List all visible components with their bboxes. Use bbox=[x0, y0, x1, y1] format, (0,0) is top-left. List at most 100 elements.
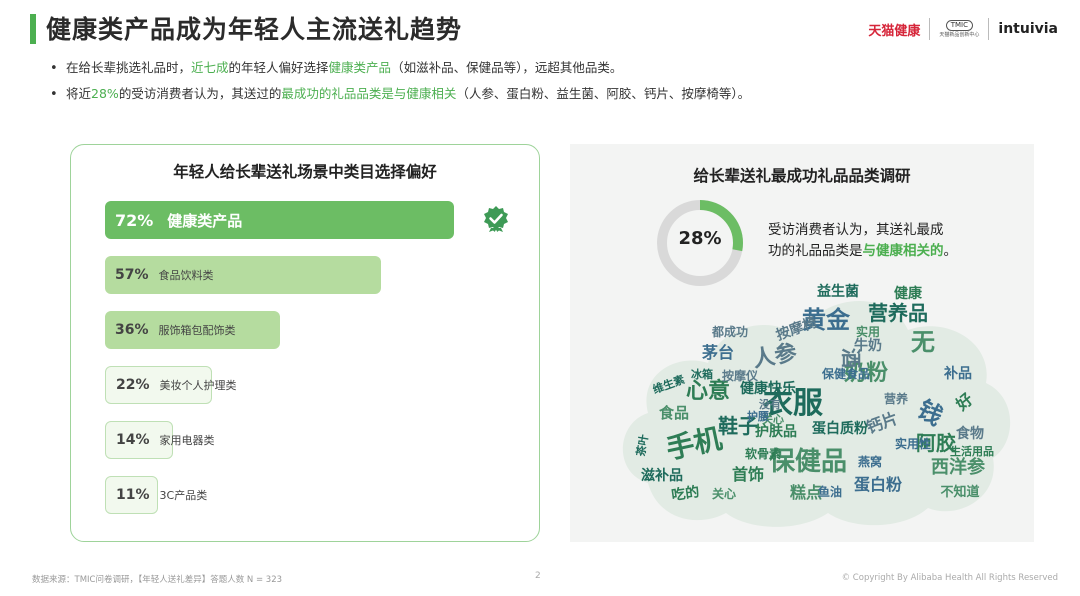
wordcloud-word: 冰箱 bbox=[691, 367, 713, 381]
bar-4: 22% 美妆个人护理类 bbox=[105, 366, 237, 404]
bullet-item: • 将近28%的受访消费者认为，其送过的最成功的礼品品类是与健康相关（人参、蛋白粉… bbox=[50, 83, 750, 109]
tmall-health-logo: 天猫健康 bbox=[868, 23, 921, 39]
bar-category-label: 3C产品类 bbox=[159, 489, 208, 502]
wordcloud-word: 酒 bbox=[839, 348, 863, 368]
wordcloud-word: 蛋白粉 bbox=[854, 475, 902, 494]
wordcloud-word: 燕窝 bbox=[858, 454, 882, 469]
wordcloud-word: 西洋参 bbox=[931, 456, 986, 478]
bar-3: 36% 服饰箱包配饰类 bbox=[105, 311, 280, 349]
wordcloud-word: 营养品 bbox=[868, 301, 928, 325]
data-source-note: 数据来源：TMIC问卷调研，【年轻人送礼差异】答题人数 N = 323 bbox=[32, 575, 283, 585]
bar-category-label: 服饰箱包配饰类 bbox=[158, 324, 236, 337]
donut-center-label: 28% bbox=[678, 228, 722, 249]
preference-chart-title: 年轻人给长辈送礼场景中类目选择偏好 bbox=[173, 163, 437, 181]
wordcloud-word: 衣服 bbox=[763, 386, 824, 421]
wordcloud-word: 无 bbox=[911, 328, 935, 356]
tmic-logo: TMIC 天猫新品创新中心 bbox=[939, 20, 979, 38]
wordcloud-word: 健康 bbox=[894, 285, 923, 302]
bar-6: 11% 3C产品类 bbox=[105, 476, 207, 514]
stat-note-end: 。 bbox=[943, 243, 958, 259]
tmic-logo-mark: TMIC bbox=[945, 20, 974, 31]
bar-category-label: 健康类产品 bbox=[167, 211, 243, 230]
bar-value-label: 57% bbox=[115, 267, 149, 283]
stat-note-line-1: 受访消费者认为，其送礼最成 bbox=[768, 222, 944, 238]
intuivia-logo: intuivia bbox=[998, 21, 1058, 37]
bullet-text: （人参、蛋白粉、益生菌、阿胶、钙片、按摩椅等）。 bbox=[456, 86, 751, 101]
bar-value-label: 72% bbox=[115, 210, 154, 230]
bar-value-label: 11% bbox=[116, 487, 150, 503]
bullet-item: • 在给长辈挑选礼品时，近七成的年轻人偏好选择健康类产品（如滋补品、保健品等），远… bbox=[50, 57, 750, 83]
logo-divider bbox=[929, 18, 931, 40]
wordcloud-word: 牛奶 bbox=[854, 337, 882, 354]
wordcloud-word: 食品 bbox=[659, 404, 689, 422]
bullet-highlight: 健康类产品 bbox=[328, 60, 392, 75]
success-category-title: 给长辈送礼最成功礼品品类调研 bbox=[693, 167, 911, 185]
stat-note-line-2: 功的礼品品类是与健康相关的。 bbox=[768, 241, 957, 262]
stat-note-highlight: 与健康相关的 bbox=[862, 243, 944, 259]
bar-value-label: 22% bbox=[116, 377, 150, 393]
wordcloud-word: 保健食品 bbox=[821, 366, 870, 381]
page-number: 2 bbox=[535, 571, 541, 581]
wordcloud-word: 关心 bbox=[712, 486, 736, 501]
title-accent-bar bbox=[30, 14, 36, 44]
bar-category-label: 食品饮料类 bbox=[158, 269, 214, 282]
bar-value-label: 14% bbox=[116, 432, 150, 448]
bar-category-label: 美妆个人护理类 bbox=[159, 379, 237, 392]
wordcloud-word: 保健品 bbox=[768, 447, 847, 477]
bar-category-label: 家用电器类 bbox=[159, 434, 215, 447]
wordcloud-word: 奶粉 bbox=[844, 360, 888, 386]
wordcloud-word: 鱼油 bbox=[818, 484, 842, 499]
wordcloud-word: 关心 bbox=[762, 412, 784, 426]
bullet-marker: • bbox=[50, 87, 58, 102]
check-badge-icon bbox=[484, 206, 508, 232]
bar-value-label: 36% bbox=[115, 322, 149, 338]
wordcloud-word: 不知道 bbox=[940, 484, 979, 500]
bar-1: 72% 健康类产品 bbox=[105, 201, 454, 239]
wordcloud-word: 都成功 bbox=[711, 324, 748, 339]
logo-group: 天猫健康 TMIC 天猫新品创新中心 intuivia bbox=[868, 16, 1058, 42]
success-donut-chart bbox=[657, 200, 743, 286]
wordcloud-word: 滋补品 bbox=[641, 467, 683, 484]
wordcloud-word: 护腰 bbox=[747, 409, 769, 423]
wordcloud-word: 护肤品 bbox=[755, 423, 797, 440]
wordcloud-word: 茅台 bbox=[702, 343, 734, 362]
wordcloud-word: 茶叶 bbox=[633, 433, 651, 458]
bullet-text: （如滋补品、保健品等），远超其他品类。 bbox=[391, 60, 623, 75]
wordcloud-word: 心意 bbox=[686, 378, 730, 404]
wordcloud-word: 吃的 bbox=[670, 483, 700, 504]
donut-value-arc bbox=[657, 200, 743, 286]
wordcloud-word: 生活用品 bbox=[950, 444, 994, 458]
wordcloud-word: 按摩仪 bbox=[722, 368, 759, 383]
bullet-highlight: 28% bbox=[91, 86, 119, 101]
tmic-logo-subtitle: 天猫新品创新中心 bbox=[939, 32, 980, 38]
summary-bullets: • 在给长辈挑选礼品时，近七成的年轻人偏好选择健康类产品（如滋补品、保健品等），远… bbox=[50, 57, 750, 109]
bullet-highlight: 最成功的礼品品类是与健康相关 bbox=[281, 86, 457, 101]
logo-divider bbox=[988, 18, 990, 40]
bullet-marker: • bbox=[50, 61, 58, 76]
wordcloud-word: 实用性 bbox=[895, 436, 931, 451]
wordcloud-word: 补品 bbox=[943, 365, 972, 382]
wordcloud-word: 首饰 bbox=[732, 465, 764, 484]
page-title: 健康类产品成为年轻人主流送礼趋势 bbox=[46, 15, 463, 44]
wordcloud-word: 软骨素 bbox=[745, 446, 781, 461]
bullet-text: 将近 bbox=[66, 86, 92, 101]
bullet-highlight: 近七成 bbox=[191, 60, 229, 75]
wordcloud-word: 实用 bbox=[856, 324, 880, 339]
wordcloud-word: 黄金 bbox=[802, 306, 851, 334]
wordcloud-word: 益生菌 bbox=[817, 283, 859, 300]
bullet-text: 的受访消费者认为，其送过的 bbox=[118, 86, 282, 101]
wordcloud-word: 营养 bbox=[884, 391, 908, 406]
bar-2: 57% 食品饮料类 bbox=[105, 256, 381, 294]
bullet-text: 的年轻人偏好选择 bbox=[228, 60, 329, 75]
wordcloud-silhouette bbox=[622, 300, 1011, 527]
wordcloud-word: 食物 bbox=[956, 425, 984, 442]
wordcloud-word: 鞋子 bbox=[718, 414, 758, 438]
wordcloud-word: 阿胶 bbox=[916, 431, 956, 455]
success-stat-note: 受访消费者认为，其送礼最成 功的礼品品类是与健康相关的。 bbox=[768, 220, 957, 262]
wordcloud-word: 蛋白质粉 bbox=[812, 420, 868, 437]
wordcloud-word: 糕点 bbox=[790, 483, 822, 502]
wordcloud-word: 健康快乐 bbox=[740, 380, 796, 397]
copyright-note: © Copyright By Alibaba Health All Rights… bbox=[841, 573, 1058, 583]
wordcloud-word: 没有 bbox=[759, 397, 781, 411]
